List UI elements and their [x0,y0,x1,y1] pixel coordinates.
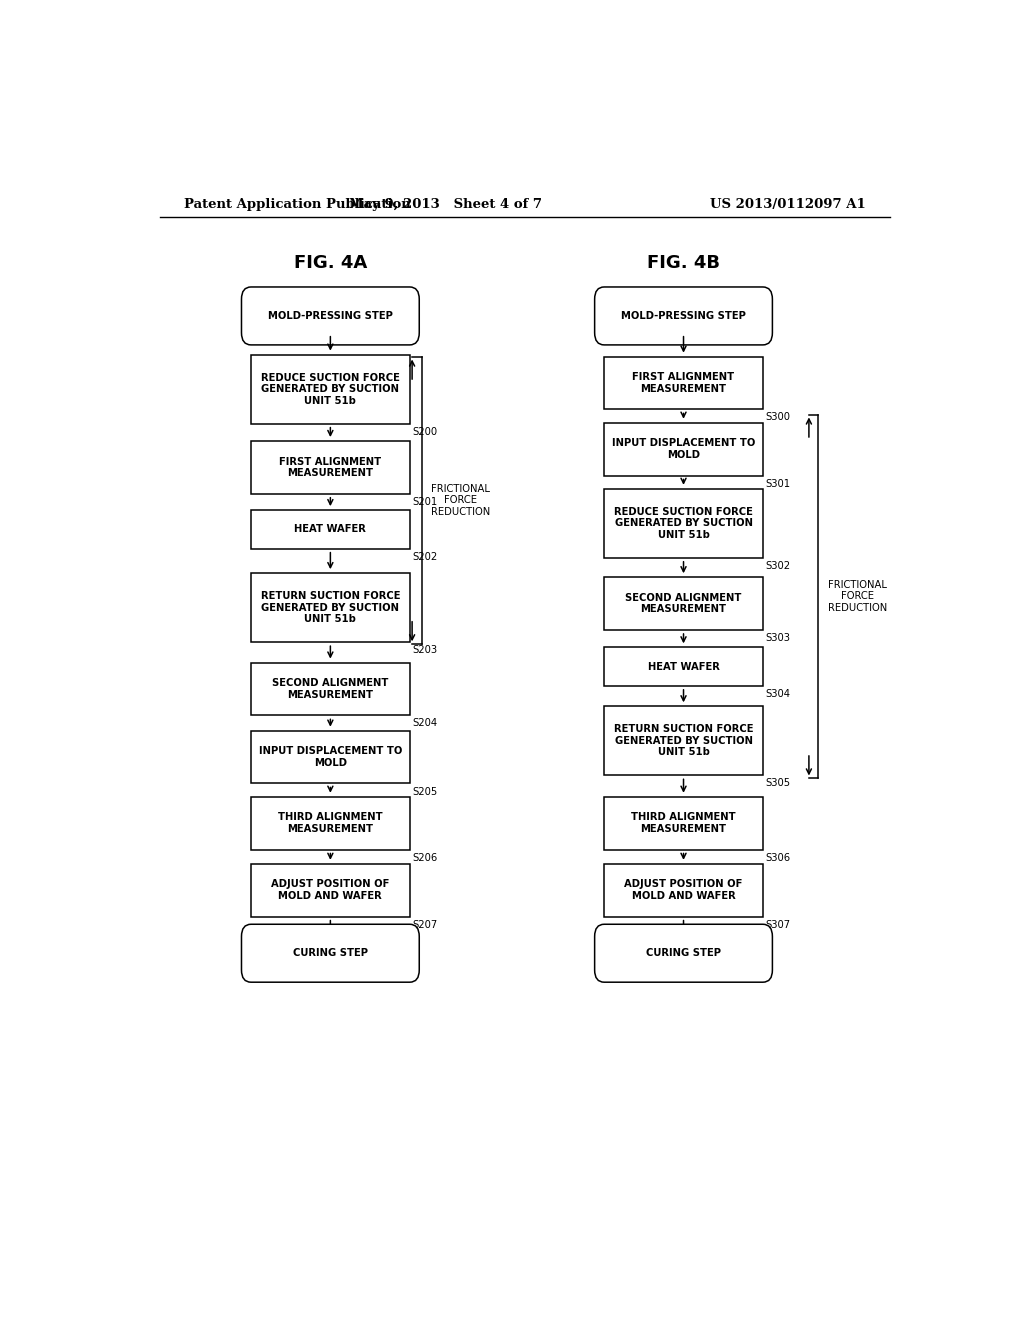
Text: FIRST ALIGNMENT
MEASUREMENT: FIRST ALIGNMENT MEASUREMENT [280,457,381,478]
Bar [251,797,410,850]
Text: S205: S205 [412,787,437,796]
Bar [604,797,763,850]
Text: US 2013/0112097 A1: US 2013/0112097 A1 [711,198,866,211]
Bar [251,663,410,715]
Text: S301: S301 [765,479,791,488]
FancyBboxPatch shape [242,924,419,982]
Text: S307: S307 [765,920,791,929]
Text: S200: S200 [412,426,437,437]
Text: S305: S305 [765,779,791,788]
Bar [251,355,410,424]
Bar [604,356,763,409]
Text: S300: S300 [765,412,791,422]
Text: SECOND ALIGNMENT
MEASUREMENT: SECOND ALIGNMENT MEASUREMENT [272,678,388,700]
Bar [604,706,763,775]
FancyBboxPatch shape [595,924,772,982]
Text: S206: S206 [412,853,437,862]
Bar [251,573,410,643]
Text: S203: S203 [412,645,437,655]
Text: S201: S201 [412,496,437,507]
Text: ADJUST POSITION OF
MOLD AND WAFER: ADJUST POSITION OF MOLD AND WAFER [625,879,742,902]
Text: S304: S304 [765,689,791,700]
Bar [251,863,410,916]
Bar [604,577,763,630]
Text: THIRD ALIGNMENT
MEASUREMENT: THIRD ALIGNMENT MEASUREMENT [279,812,383,834]
Text: MOLD-PRESSING STEP: MOLD-PRESSING STEP [622,312,745,321]
Text: S303: S303 [765,634,791,643]
Text: CURING STEP: CURING STEP [646,948,721,958]
FancyBboxPatch shape [595,286,772,345]
Text: S207: S207 [412,920,437,929]
Bar [251,441,410,494]
Text: INPUT DISPLACEMENT TO
MOLD: INPUT DISPLACEMENT TO MOLD [259,746,402,768]
Text: HEAT WAFER: HEAT WAFER [295,524,367,535]
Text: ADJUST POSITION OF
MOLD AND WAFER: ADJUST POSITION OF MOLD AND WAFER [271,879,389,902]
Text: S204: S204 [412,718,437,729]
FancyBboxPatch shape [242,286,419,345]
Text: RETURN SUCTION FORCE
GENERATED BY SUCTION
UNIT 51b: RETURN SUCTION FORCE GENERATED BY SUCTIO… [261,591,400,624]
Text: FRICTIONAL
FORCE
REDUCTION: FRICTIONAL FORCE REDUCTION [828,579,887,612]
Text: CURING STEP: CURING STEP [293,948,368,958]
Bar [251,731,410,784]
Text: INPUT DISPLACEMENT TO
MOLD: INPUT DISPLACEMENT TO MOLD [611,438,756,459]
Bar [604,863,763,916]
Bar [604,422,763,475]
Text: S306: S306 [765,853,791,862]
Text: FRICTIONAL
FORCE
REDUCTION: FRICTIONAL FORCE REDUCTION [431,484,490,517]
Text: S202: S202 [412,552,437,562]
Text: REDUCE SUCTION FORCE
GENERATED BY SUCTION
UNIT 51b: REDUCE SUCTION FORCE GENERATED BY SUCTIO… [261,372,399,405]
Text: May 9, 2013   Sheet 4 of 7: May 9, 2013 Sheet 4 of 7 [349,198,542,211]
Bar [604,647,763,686]
Text: Patent Application Publication: Patent Application Publication [183,198,411,211]
Text: THIRD ALIGNMENT
MEASUREMENT: THIRD ALIGNMENT MEASUREMENT [631,812,736,834]
Bar [251,510,410,549]
Text: FIRST ALIGNMENT
MEASUREMENT: FIRST ALIGNMENT MEASUREMENT [633,372,734,393]
Bar [604,488,763,558]
Text: REDUCE SUCTION FORCE
GENERATED BY SUCTION
UNIT 51b: REDUCE SUCTION FORCE GENERATED BY SUCTIO… [614,507,753,540]
Text: S302: S302 [765,561,791,570]
Text: FIG. 4B: FIG. 4B [647,253,720,272]
Text: SECOND ALIGNMENT
MEASUREMENT: SECOND ALIGNMENT MEASUREMENT [626,593,741,614]
Text: FIG. 4A: FIG. 4A [294,253,367,272]
Text: MOLD-PRESSING STEP: MOLD-PRESSING STEP [268,312,393,321]
Text: HEAT WAFER: HEAT WAFER [647,661,720,672]
Text: RETURN SUCTION FORCE
GENERATED BY SUCTION
UNIT 51b: RETURN SUCTION FORCE GENERATED BY SUCTIO… [613,725,754,758]
